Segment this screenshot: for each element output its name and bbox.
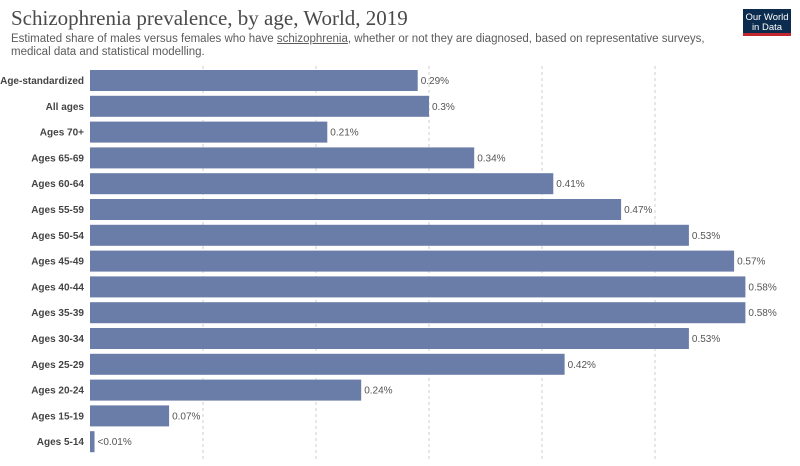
value-label: 0.42%: [568, 360, 596, 371]
category-label: Ages 20-24: [31, 386, 84, 397]
category-label: All ages: [46, 102, 85, 113]
value-label: 0.53%: [692, 334, 720, 345]
value-label: 0.53%: [692, 231, 720, 242]
category-label: Ages 55-59: [31, 205, 84, 216]
category-label: Ages 15-19: [31, 411, 84, 422]
bar-ages-60-64[interactable]: [90, 173, 554, 195]
bar-ages-20-24[interactable]: [90, 379, 362, 401]
value-label: 0.3%: [432, 102, 455, 113]
value-label: 0.34%: [477, 153, 505, 164]
bar-all-ages[interactable]: [90, 95, 429, 117]
value-label: 0.24%: [364, 386, 392, 397]
value-label: <0.01%: [98, 437, 132, 448]
category-label: Age-standardized: [0, 76, 84, 87]
value-label: 0.07%: [172, 411, 200, 422]
bar-ages-25-29[interactable]: [90, 353, 565, 375]
owid-logo[interactable]: Our World in Data: [743, 9, 791, 36]
bar-age-standardized[interactable]: [90, 70, 418, 91]
bar-ages-50-54[interactable]: [90, 224, 689, 246]
bar-ages-30-34[interactable]: [90, 328, 689, 349]
category-label: Ages 35-39: [31, 308, 84, 319]
value-label: 0.57%: [737, 257, 765, 268]
schizophrenia-link[interactable]: schizophrenia: [276, 33, 348, 45]
value-label: 0.47%: [624, 205, 652, 216]
value-label: 0.41%: [556, 179, 584, 190]
subtitle-text-before: Estimated share of males versus females …: [11, 33, 277, 45]
logo-line-2: in Data: [751, 22, 783, 33]
bar-ages-65-69[interactable]: [90, 147, 475, 169]
category-label: Ages 25-29: [31, 360, 84, 371]
value-label: 0.58%: [748, 308, 776, 319]
value-label: 0.29%: [421, 76, 449, 87]
category-label: Ages 65-69: [31, 153, 84, 164]
bar-ages-40-44[interactable]: [90, 276, 746, 298]
bar-ages-35-39[interactable]: [90, 302, 746, 324]
subtitle-text-after: , whether or not they are diagnosed, bas…: [11, 33, 705, 58]
value-label: 0.21%: [330, 128, 358, 139]
bar-ages-5-14[interactable]: [90, 431, 95, 453]
category-label: Ages 45-49: [31, 257, 84, 268]
logo-line-1: Our World: [745, 12, 789, 23]
category-label: Ages 50-54: [31, 231, 84, 242]
category-label: Ages 5-14: [37, 437, 85, 448]
category-label: Ages 30-34: [31, 334, 84, 345]
category-label: Ages 40-44: [31, 282, 84, 293]
bar-ages-55-59[interactable]: [90, 199, 622, 220]
chart-subtitle: Estimated share of males versus females …: [11, 33, 711, 59]
chart-title: Schizophrenia prevalence, by age, World,…: [11, 6, 408, 30]
value-label: 0.58%: [748, 282, 776, 293]
bar-ages-15-19[interactable]: [90, 405, 170, 427]
category-label: Ages 60-64: [31, 179, 84, 190]
bar-ages-45-49[interactable]: [90, 250, 735, 272]
bar-ages-70-[interactable]: [90, 121, 328, 143]
category-label: Ages 70+: [40, 128, 84, 139]
